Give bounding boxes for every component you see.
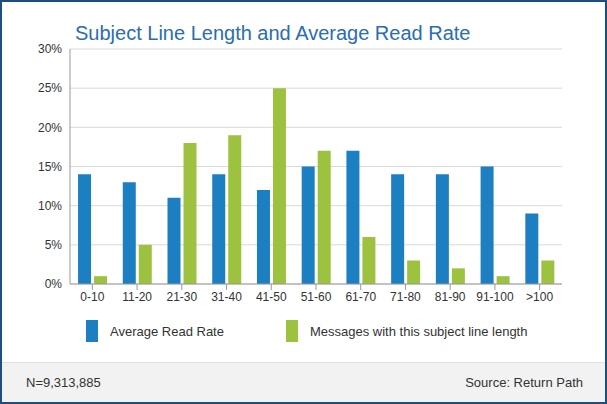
svg-text:31-40: 31-40 — [211, 290, 242, 304]
svg-text:71-80: 71-80 — [390, 290, 421, 304]
svg-text:30%: 30% — [38, 42, 62, 56]
svg-text:>100: >100 — [526, 290, 553, 304]
html-text:Messages with this subject lin: Messages with this subject line length — [310, 323, 528, 339]
svg-text:0%: 0% — [45, 277, 63, 291]
svg-text:51-60: 51-60 — [301, 290, 332, 304]
svg-text:61-70: 61-70 — [345, 290, 376, 304]
svg-text:91-100: 91-100 — [476, 290, 514, 304]
svg-text:81-90: 81-90 — [435, 290, 466, 304]
html-text:Subject Line Length and Averag: Subject Line Length and Average Read Rat… — [75, 22, 471, 44]
svg-text:25%: 25% — [38, 81, 62, 95]
svg-text:10%: 10% — [38, 199, 62, 213]
html-text:N=9,313,885: N=9,313,885 — [26, 375, 101, 390]
html-text:Average Read Rate: Average Read Rate — [110, 323, 224, 339]
svg-text:15%: 15% — [38, 160, 62, 174]
svg-text:11-20: 11-20 — [122, 290, 152, 304]
html-text:Source: Return Path: Source: Return Path — [465, 375, 583, 390]
svg-text:41-50: 41-50 — [256, 290, 287, 304]
svg-text:0-10: 0-10 — [80, 290, 104, 304]
svg-text:21-30: 21-30 — [166, 290, 197, 304]
svg-text:20%: 20% — [38, 121, 62, 135]
svg-text:5%: 5% — [45, 238, 63, 252]
